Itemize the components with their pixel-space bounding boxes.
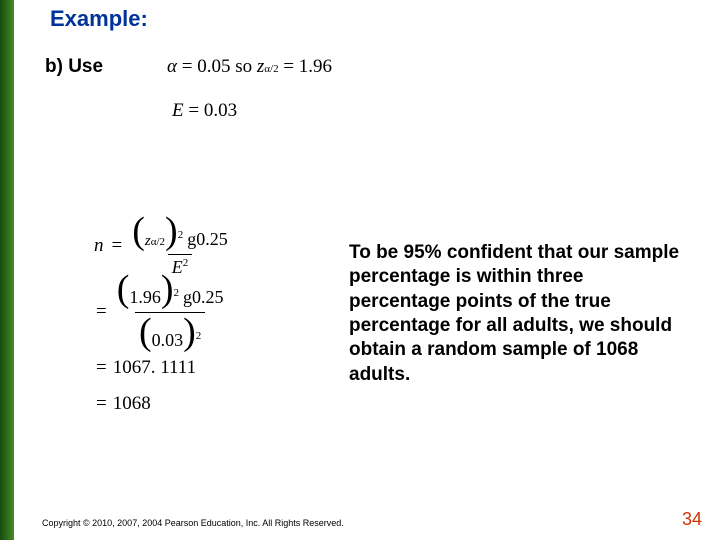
E-value: = 0.03 — [184, 100, 237, 121]
sup-den-2: 2 — [196, 330, 202, 342]
part-label: b) Use — [45, 56, 103, 78]
rparen-3: ) — [183, 311, 196, 353]
result-decimal: 1067. 1111 — [113, 357, 196, 378]
copyright-text: Copyright © 2010, 2007, 2004 Pearson Edu… — [42, 518, 344, 528]
z-value: = 1.96 — [279, 56, 332, 77]
sup-1: 2 — [178, 229, 184, 241]
conclusion-text: To be 95% confident that our sample perc… — [349, 241, 687, 387]
sup-2: 2 — [174, 287, 180, 299]
equals-3: = — [96, 357, 107, 378]
den-val-2: 0.03 — [152, 330, 184, 350]
formula-row-4: = 1068 — [94, 393, 232, 415]
fraction-1: (zα/2)2g0.25 E2 — [128, 214, 231, 278]
E-symbol: E — [172, 100, 184, 121]
lparen-3: ( — [139, 311, 152, 353]
sup-den-1: 2 — [183, 257, 189, 269]
alpha-symbol: α — [167, 56, 177, 77]
formula-row-2: = (1.96)2g0.25 (0.03)2 — [94, 281, 232, 343]
equals-1: = — [112, 235, 123, 257]
rparen-2: ) — [161, 268, 174, 310]
lparen-2: ( — [117, 268, 130, 310]
rparen-1: ) — [165, 210, 178, 252]
tail-2: g0.25 — [183, 287, 224, 307]
slide-title: Example: — [50, 6, 148, 32]
alpha-z-line: α = 0.05 so zα/2 = 1.96 — [167, 56, 332, 78]
lparen-1: ( — [132, 210, 145, 252]
result-rounded: 1068 — [113, 393, 151, 414]
z-sub-num: α/2 — [151, 236, 165, 248]
equals-2: = — [96, 301, 107, 323]
left-green-bar — [0, 0, 14, 540]
error-line: E = 0.03 — [172, 100, 237, 122]
n-symbol: n — [94, 235, 104, 257]
alpha-value: = 0.05 — [177, 56, 230, 77]
main-formula: n = (zα/2)2g0.25 E2 = (1.96)2g0.25 (0.03… — [94, 215, 232, 415]
z-subscript: α/2 — [264, 63, 278, 75]
so-text: so — [230, 56, 256, 77]
fraction-2: (1.96)2g0.25 (0.03)2 — [113, 272, 228, 353]
formula-row-3: = 1067. 1111 — [94, 357, 232, 379]
equals-4: = — [96, 393, 107, 414]
page-number: 34 — [682, 509, 702, 530]
tail-1: g0.25 — [187, 229, 228, 249]
num-val-2: 1.96 — [129, 287, 161, 307]
